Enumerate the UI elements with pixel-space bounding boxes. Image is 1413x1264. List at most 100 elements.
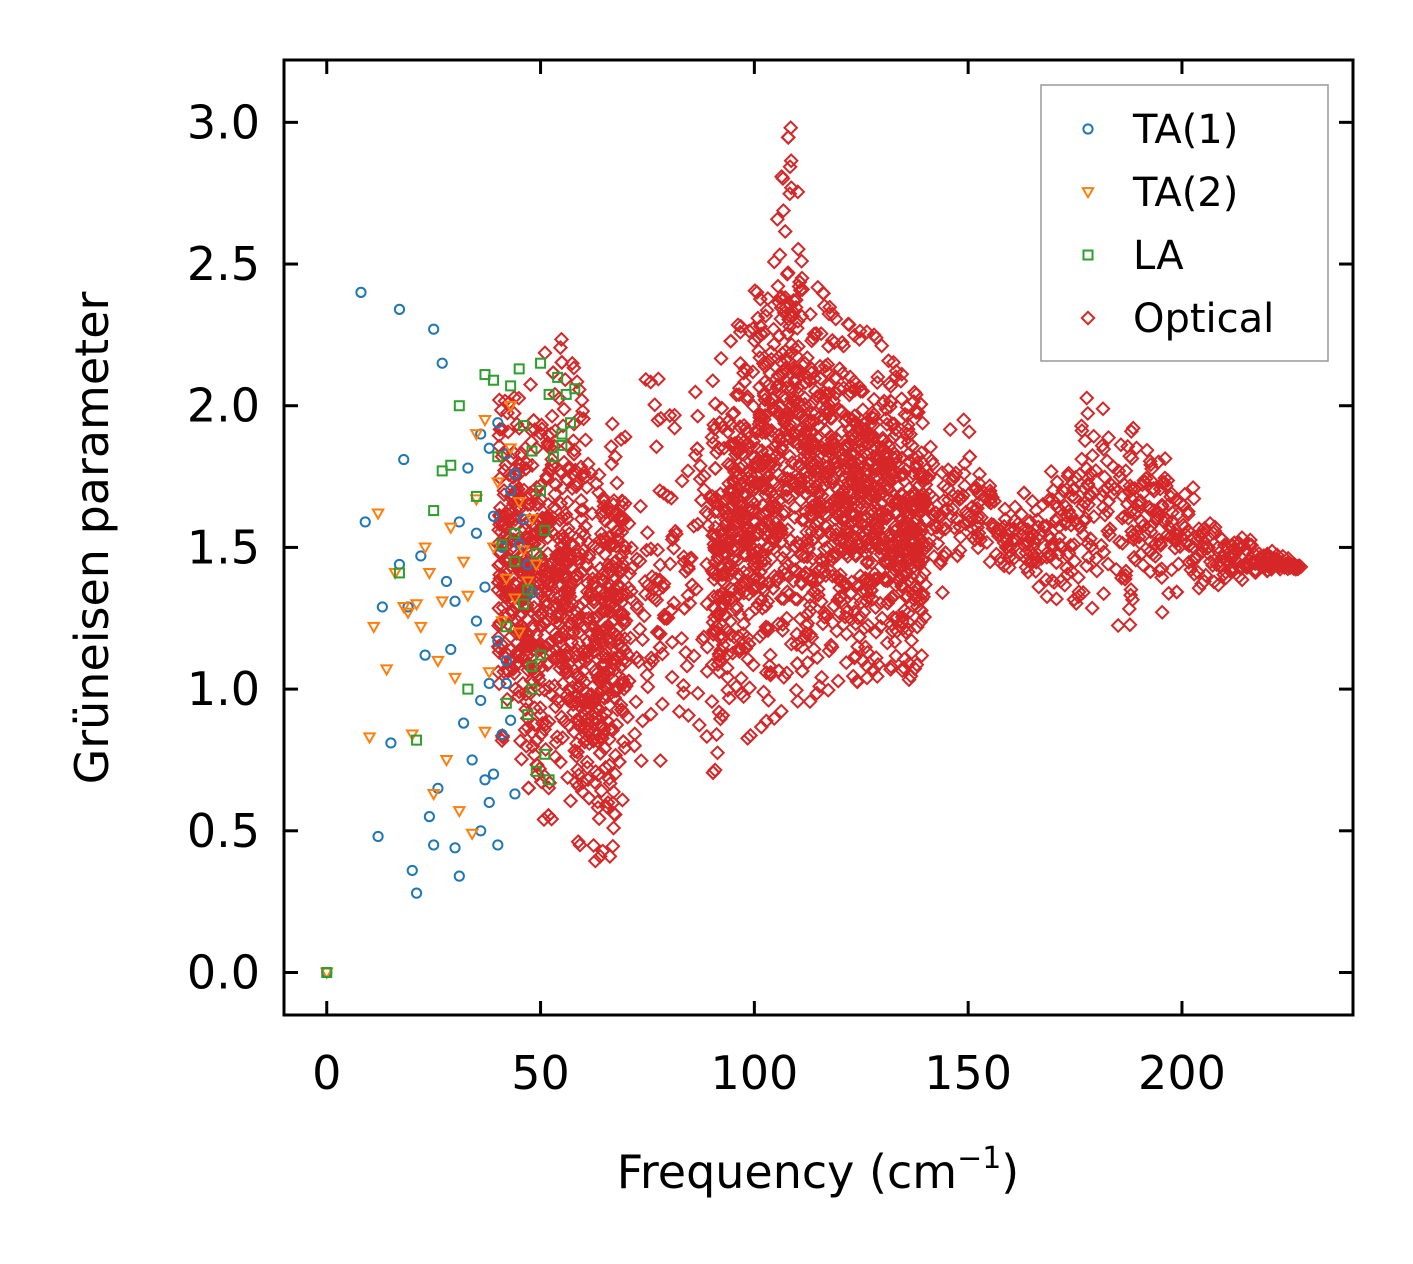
optical-point: [759, 421, 776, 438]
optical-point: [850, 610, 866, 626]
optical-point: [513, 445, 530, 461]
optical-point: [871, 540, 887, 556]
optical-point: [1082, 531, 1099, 547]
optical-point: [686, 648, 702, 664]
optical-point: [765, 321, 782, 337]
optical-point: [882, 456, 898, 472]
optical-point: [608, 652, 624, 668]
optical-point: [603, 439, 619, 455]
la-point: [556, 428, 568, 440]
optical-point: [868, 515, 885, 531]
optical-point: [570, 551, 586, 567]
optical-point: [1063, 508, 1079, 524]
optical-point: [846, 373, 862, 390]
optical-point: [774, 471, 790, 487]
optical-point: [587, 774, 603, 790]
optical-point: [593, 605, 609, 621]
ta-1-point: [483, 442, 495, 454]
optical-point: [883, 378, 899, 394]
optical-point: [914, 523, 930, 539]
optical-point: [896, 519, 912, 535]
optical-point: [699, 663, 715, 679]
optical-point: [721, 476, 737, 492]
optical-point: [916, 609, 933, 625]
optical-point: [648, 439, 665, 455]
optical-point: [678, 644, 694, 661]
optical-point: [686, 518, 702, 534]
optical-point: [662, 407, 678, 424]
optical-point: [614, 493, 630, 509]
optical-point: [782, 532, 799, 548]
ta-1-point: [453, 870, 465, 882]
optical-point: [676, 600, 693, 616]
optical-point: [1059, 560, 1075, 576]
ta-2-point: [443, 522, 458, 535]
optical-point: [503, 629, 519, 645]
optical-point: [898, 624, 914, 640]
optical-point: [882, 661, 899, 677]
optical-point: [566, 446, 582, 462]
optical-point: [777, 360, 793, 377]
optical-point: [1222, 563, 1238, 579]
optical-point: [580, 724, 596, 740]
ta-1-point: [372, 830, 384, 843]
optical-point: [590, 767, 606, 783]
optical-point: [573, 670, 589, 686]
optical-point: [754, 600, 771, 616]
optical-point: [1118, 563, 1134, 579]
optical-point: [652, 483, 668, 499]
optical-point: [776, 410, 792, 426]
optical-point: [952, 529, 969, 545]
optical-point: [600, 795, 616, 811]
ta-2-point: [426, 789, 441, 802]
optical-point: [956, 412, 972, 428]
ta-2-point: [482, 667, 497, 680]
optical-point: [857, 639, 874, 655]
optical-point: [816, 410, 833, 427]
optical-point: [850, 514, 866, 530]
optical-point: [788, 299, 804, 316]
optical-point: [656, 610, 672, 626]
optical-point: [1154, 604, 1170, 620]
optical-point: [596, 493, 612, 509]
ta-1-point: [500, 677, 512, 690]
ta-2-point: [478, 726, 492, 739]
optical-point: [1093, 537, 1109, 554]
optical-point: [599, 578, 615, 595]
optical-point: [1022, 513, 1038, 530]
optical-point: [728, 462, 744, 479]
optical-point: [793, 253, 810, 269]
optical-point: [551, 390, 567, 406]
optical-point: [637, 573, 653, 590]
optical-point: [797, 375, 813, 391]
axes: 0 50 100 150 200 0.0 0.5 1.0 1.5 2.0 2.5 3.0: [187, 58, 1355, 1100]
optical-point: [736, 585, 752, 601]
optical-point: [906, 592, 922, 608]
optical-point: [733, 670, 749, 686]
optical-point: [501, 553, 517, 569]
optical-point: [715, 566, 731, 582]
optical-point: [650, 542, 666, 558]
optical-point: [526, 747, 543, 763]
optical-point: [632, 553, 648, 569]
optical-point: [906, 384, 923, 400]
optical-point: [1006, 550, 1022, 566]
optical-point: [490, 582, 506, 598]
optical-point: [874, 338, 890, 354]
optical-point: [578, 604, 595, 620]
optical-point: [794, 663, 810, 679]
optical-point: [882, 554, 899, 570]
optical-point: [945, 471, 961, 488]
optical-point: [903, 668, 919, 684]
optical-point: [799, 549, 815, 565]
la-point: [556, 439, 568, 451]
optical-point: [1035, 497, 1051, 513]
optical-point: [652, 639, 668, 656]
optical-point: [763, 422, 780, 439]
optical-point: [526, 641, 542, 657]
optical-point: [627, 726, 643, 742]
optical-point: [1081, 486, 1098, 502]
optical-point: [1077, 433, 1093, 449]
optical-point: [803, 502, 819, 518]
optical-point: [838, 626, 855, 642]
